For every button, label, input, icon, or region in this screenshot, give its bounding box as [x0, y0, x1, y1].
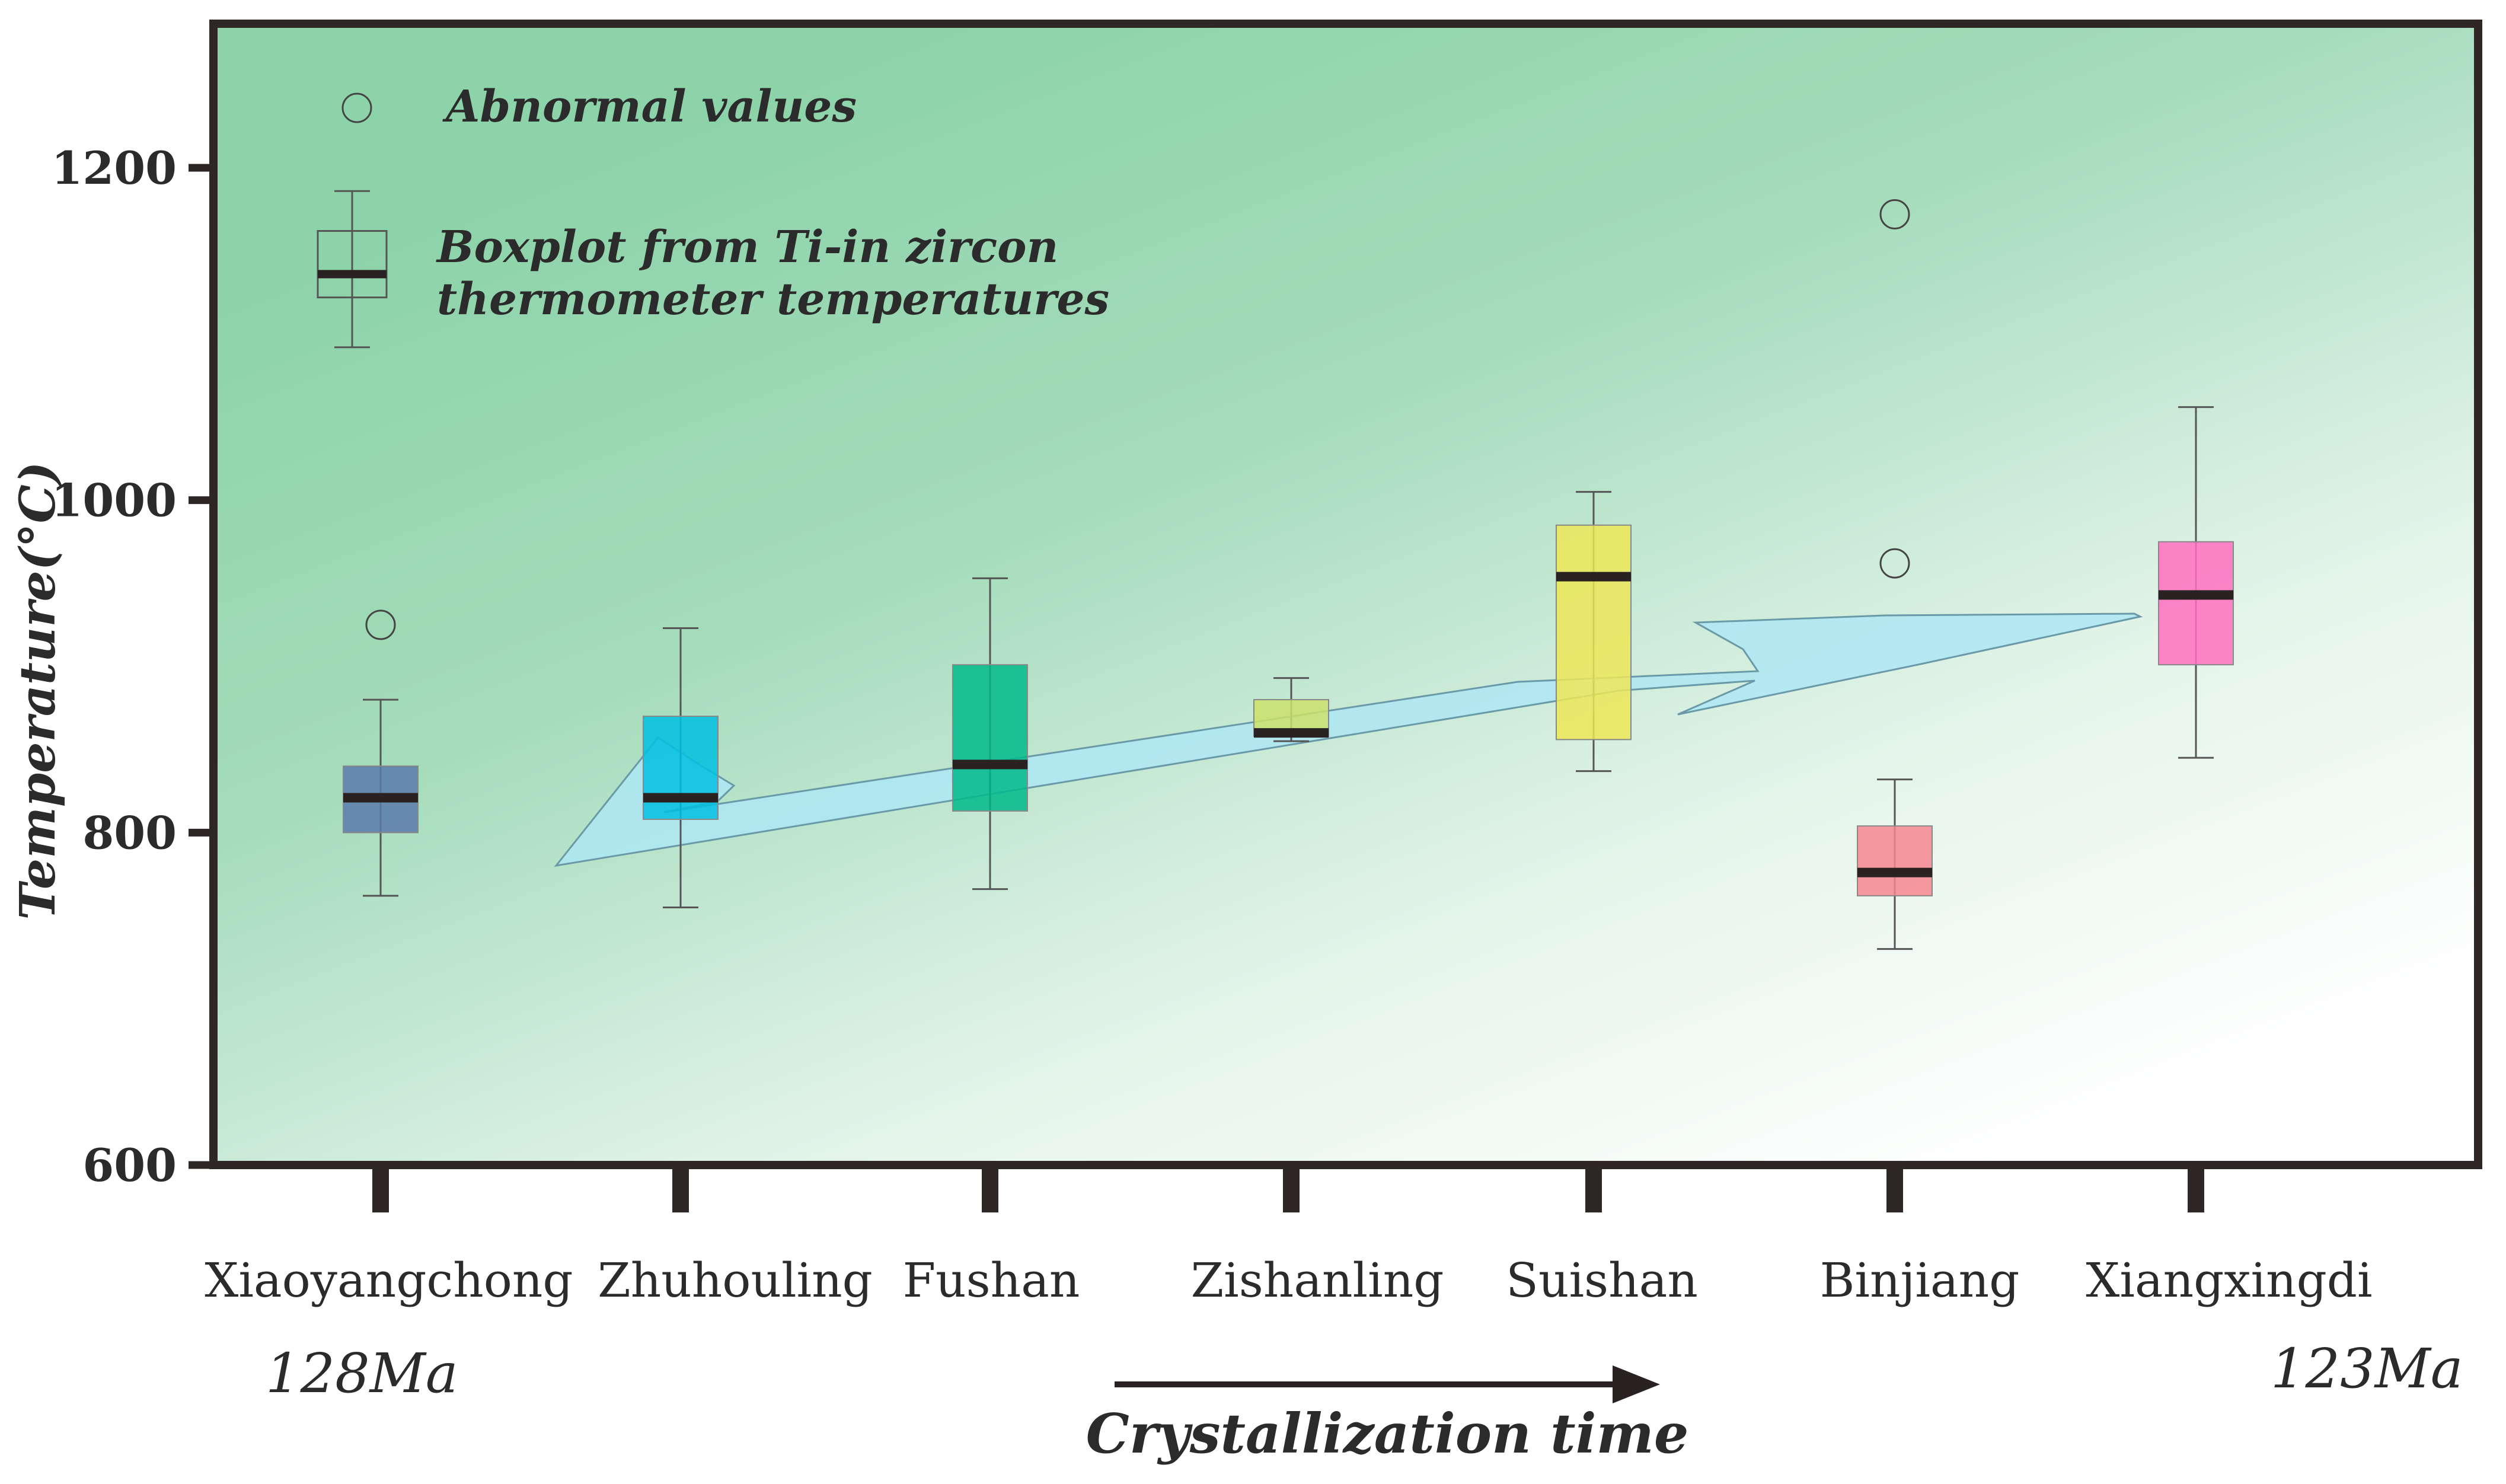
y-tick-label: 1200 [51, 142, 177, 194]
legend-box-symbol [317, 230, 388, 299]
x-tick [2188, 1165, 2204, 1212]
category-label: Xiangxingdi [2086, 1253, 2372, 1308]
category-label: Binjiang [1820, 1253, 2020, 1308]
x-tick [1585, 1165, 1602, 1212]
x-tick [1886, 1165, 1903, 1212]
x-tick [672, 1165, 689, 1212]
trend-arrow [554, 612, 2143, 867]
x-tick [982, 1165, 998, 1212]
category-label: Xiaoyangchong [205, 1253, 573, 1308]
box-fushan [952, 664, 1028, 812]
x-axis-title: Crystallization time [1086, 1402, 1689, 1466]
box-binjiang [1857, 825, 1933, 896]
legend-outlier-symbol [341, 92, 372, 123]
x-tick [1283, 1165, 1300, 1212]
start-age-label: 128Ma [266, 1342, 458, 1405]
legend-outlier-label: Abnormal values [442, 81, 857, 132]
legend-box-label-line1: Boxplot from Ti-in zircon [436, 222, 1058, 273]
y-tick-label: 600 [82, 1139, 177, 1192]
legend-box-label-line2: thermometer temperatures [437, 274, 1109, 325]
category-label: Suishan [1506, 1253, 1698, 1308]
category-label: Zishanling [1191, 1253, 1444, 1308]
end-age-label: 123Ma [2271, 1337, 2463, 1400]
y-tick-label: 800 [82, 806, 177, 859]
box-suishan [1556, 524, 1632, 741]
plot-background [213, 24, 2478, 1165]
outlier-point [1879, 199, 1910, 229]
x-tick [372, 1165, 389, 1212]
outlier-point [365, 609, 396, 640]
y-tick-label: 1000 [51, 474, 177, 527]
category-label: Zhuhouling [598, 1253, 873, 1308]
category-label: Fushan [903, 1253, 1080, 1308]
y-axis-title: Temperature(°C) [9, 461, 66, 920]
time-arrow-head [1613, 1365, 1660, 1403]
outlier-point [1879, 548, 1910, 579]
box-zhuhouling [643, 716, 719, 820]
box-xiangxingdi [2158, 541, 2234, 666]
plot-frame [209, 20, 2482, 1169]
